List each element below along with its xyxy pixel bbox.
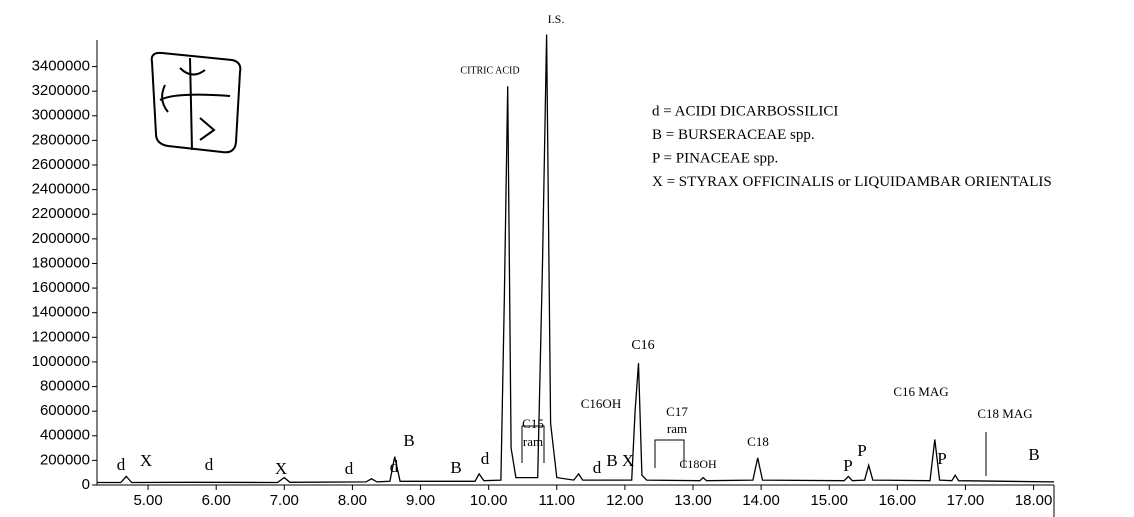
peak-label: C15 — [522, 416, 544, 431]
peak-label: X — [140, 451, 152, 470]
peak-label: B — [403, 431, 414, 450]
x-tick-label: 9.00 — [406, 492, 435, 509]
peak-label: C16 MAG — [893, 384, 948, 399]
y-tick-label: 1000000 — [32, 353, 90, 370]
x-tick-label: 7.00 — [270, 492, 299, 509]
peak-label: I.S. — [548, 12, 565, 26]
peak-label: C18 MAG — [977, 406, 1032, 421]
peak-label: B — [606, 451, 617, 470]
y-tick-label: 3000000 — [32, 107, 90, 124]
x-tick-label: 17.00 — [947, 492, 985, 509]
peak-label: d — [481, 449, 490, 468]
peak-label: d — [593, 458, 602, 477]
peak-label: B — [1028, 445, 1039, 464]
peak-label: d — [390, 457, 399, 476]
y-tick-label: 0 — [82, 476, 90, 493]
peak-label: C16OH — [581, 396, 621, 411]
y-tick-label: 2400000 — [32, 181, 90, 198]
x-tick-label: 13.00 — [674, 492, 712, 509]
y-tick-label: 1800000 — [32, 254, 90, 271]
x-tick-label: 15.00 — [810, 492, 848, 509]
y-tick-label: 1400000 — [32, 304, 90, 321]
peak-label: C16 — [631, 338, 654, 353]
y-tick-label: 400000 — [40, 427, 90, 444]
peak-label: C18 — [747, 434, 769, 449]
x-tick-label: 18.00 — [1015, 492, 1053, 509]
y-tick-label: 200000 — [40, 451, 90, 468]
legend-entry: P = PINACEAE spp. — [652, 150, 778, 166]
x-tick-label: 5.00 — [133, 492, 162, 509]
legend-entry: X = STYRAX OFFICINALIS or LIQUIDAMBAR OR… — [652, 174, 1052, 190]
x-tick-label: 6.00 — [202, 492, 231, 509]
peak-label: B — [450, 458, 461, 477]
brackets — [521, 425, 987, 476]
peak-label: P — [843, 456, 852, 475]
legend-entry: d = ACIDI DICARBOSSILICI — [652, 103, 838, 119]
y-tick-label: 800000 — [40, 378, 90, 395]
x-tick-label: 11.00 — [539, 492, 575, 509]
x-tick-label: 16.00 — [879, 492, 917, 509]
peak-label: P — [937, 449, 946, 468]
peak-label: X — [622, 451, 634, 470]
peak-label: X — [275, 459, 287, 478]
y-tick-label: 2600000 — [32, 156, 90, 173]
x-tick-label: 10.00 — [470, 492, 508, 509]
y-tick-label: 3200000 — [32, 82, 90, 99]
y-tick-label: 1200000 — [32, 328, 90, 345]
peak-label: ram — [667, 421, 687, 436]
y-tick-label: 3400000 — [32, 58, 90, 75]
y-tick-label: 2800000 — [32, 131, 90, 148]
peak-label: C18OH — [679, 457, 717, 471]
x-tick-label: 8.00 — [338, 492, 367, 509]
peak-label: d — [205, 455, 214, 474]
y-tick-label: 1600000 — [32, 279, 90, 296]
peak-label: d — [117, 455, 126, 474]
legend-entry: B = BURSERACEAE spp. — [652, 127, 815, 143]
peak-label: C17 — [666, 404, 688, 419]
peak-label: CITRIC ACID — [460, 65, 519, 76]
x-tick-label: 12.00 — [606, 492, 644, 509]
y-tick-label: 2200000 — [32, 205, 90, 222]
y-tick-label: 2000000 — [32, 230, 90, 247]
peak-label: P — [857, 441, 866, 460]
trace — [97, 34, 1055, 484]
peak-label: ram — [523, 434, 543, 449]
peak-label: d — [345, 459, 354, 478]
stamp-drawing — [150, 51, 242, 154]
y-tick-label: 600000 — [40, 402, 90, 419]
x-tick-label: 14.00 — [742, 492, 780, 509]
